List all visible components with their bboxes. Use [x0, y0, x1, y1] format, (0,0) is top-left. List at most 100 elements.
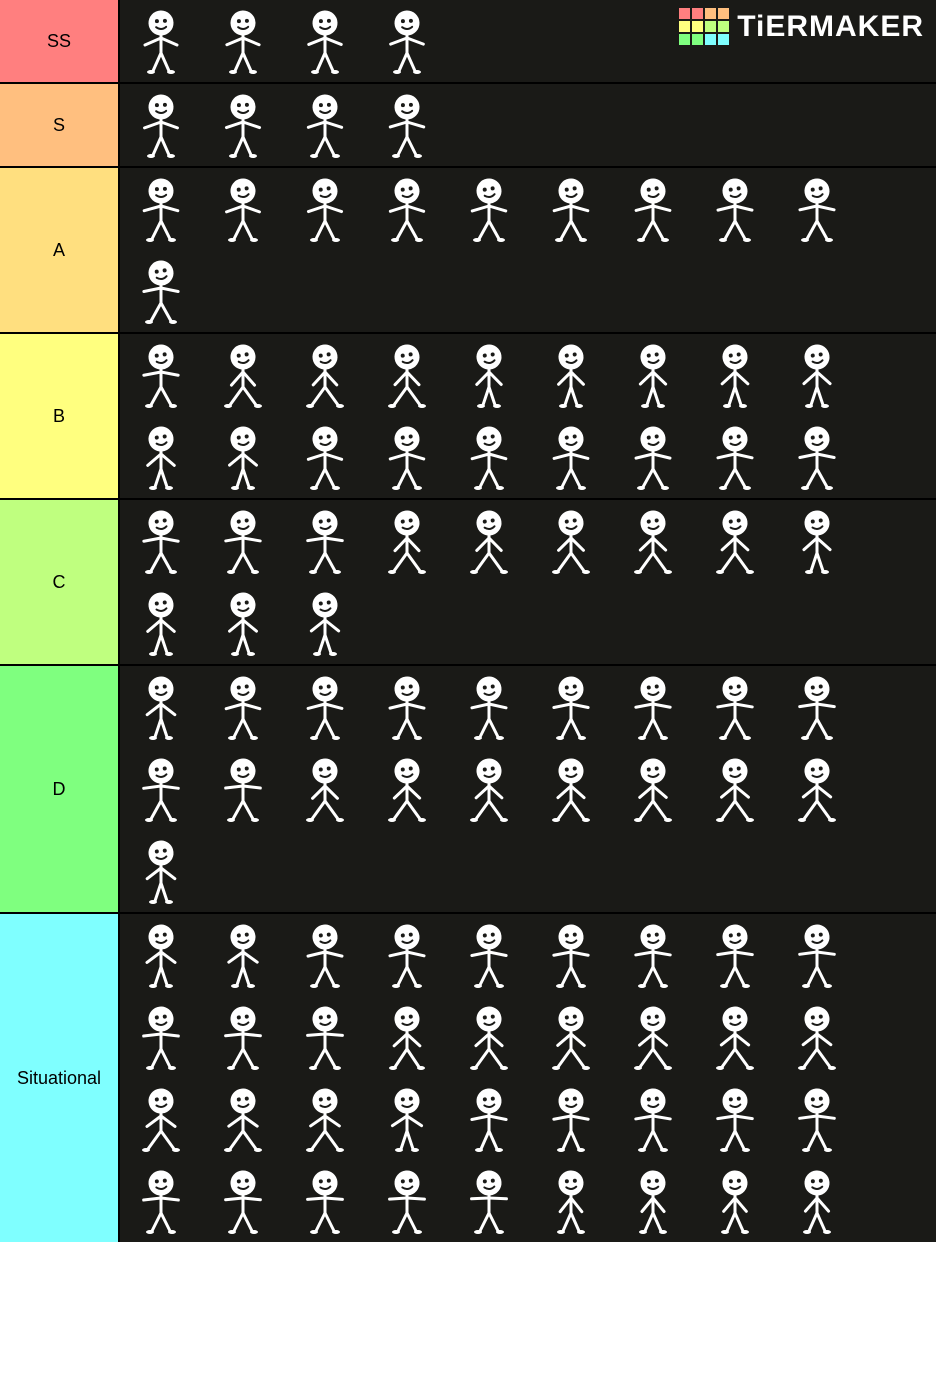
tier-item[interactable]: [121, 1161, 201, 1241]
tier-item[interactable]: [449, 335, 529, 415]
tier-label[interactable]: S: [0, 84, 120, 166]
tier-item[interactable]: [695, 667, 775, 747]
tier-item[interactable]: [449, 501, 529, 581]
tier-item[interactable]: [777, 417, 857, 497]
tier-item[interactable]: [121, 169, 201, 249]
tier-item[interactable]: [449, 169, 529, 249]
tier-items-container[interactable]: [120, 666, 936, 912]
tier-items-container[interactable]: [120, 500, 936, 664]
tier-item[interactable]: [695, 169, 775, 249]
tier-label[interactable]: C: [0, 500, 120, 664]
tier-item[interactable]: [285, 1161, 365, 1241]
tier-item[interactable]: [531, 997, 611, 1077]
tier-item[interactable]: [367, 85, 447, 165]
tier-item[interactable]: [121, 417, 201, 497]
tier-item[interactable]: [203, 583, 283, 663]
tier-item[interactable]: [777, 997, 857, 1077]
tier-item[interactable]: [449, 1161, 529, 1241]
tier-items-container[interactable]: [120, 168, 936, 332]
tier-item[interactable]: [367, 1079, 447, 1159]
tier-item[interactable]: [613, 335, 693, 415]
tier-label[interactable]: D: [0, 666, 120, 912]
tier-item[interactable]: [613, 169, 693, 249]
tier-item[interactable]: [613, 1161, 693, 1241]
tier-item[interactable]: [777, 1161, 857, 1241]
tier-item[interactable]: [285, 1079, 365, 1159]
tier-item[interactable]: [449, 997, 529, 1077]
tier-item[interactable]: [531, 667, 611, 747]
tier-item[interactable]: [367, 749, 447, 829]
tier-item[interactable]: [203, 749, 283, 829]
tier-item[interactable]: [695, 915, 775, 995]
tier-item[interactable]: [695, 1161, 775, 1241]
tier-item[interactable]: [449, 667, 529, 747]
tier-item[interactable]: [285, 335, 365, 415]
tier-item[interactable]: [695, 997, 775, 1077]
tier-item[interactable]: [777, 169, 857, 249]
tier-item[interactable]: [367, 169, 447, 249]
tier-item[interactable]: [777, 335, 857, 415]
tier-item[interactable]: [367, 667, 447, 747]
tier-item[interactable]: [203, 915, 283, 995]
tier-item[interactable]: [203, 667, 283, 747]
tier-item[interactable]: [777, 749, 857, 829]
tier-item[interactable]: [449, 417, 529, 497]
tier-item[interactable]: [695, 749, 775, 829]
tier-item[interactable]: [531, 417, 611, 497]
tier-item[interactable]: [121, 335, 201, 415]
tier-item[interactable]: [531, 749, 611, 829]
tier-items-container[interactable]: [120, 334, 936, 498]
tier-item[interactable]: [367, 335, 447, 415]
tier-item[interactable]: [695, 335, 775, 415]
tier-item[interactable]: [121, 915, 201, 995]
tier-item[interactable]: [121, 1079, 201, 1159]
tier-item[interactable]: [613, 667, 693, 747]
tier-item[interactable]: [285, 1, 365, 81]
tier-item[interactable]: [367, 501, 447, 581]
tier-item[interactable]: [613, 749, 693, 829]
tier-item[interactable]: [203, 501, 283, 581]
tier-item[interactable]: [449, 915, 529, 995]
tier-item[interactable]: [121, 831, 201, 911]
tier-item[interactable]: [203, 1161, 283, 1241]
tier-item[interactable]: [203, 997, 283, 1077]
tier-item[interactable]: [367, 1161, 447, 1241]
tier-item[interactable]: [285, 85, 365, 165]
tier-label[interactable]: B: [0, 334, 120, 498]
tier-item[interactable]: [121, 251, 201, 331]
tier-item[interactable]: [695, 1079, 775, 1159]
tier-item[interactable]: [285, 501, 365, 581]
tier-item[interactable]: [777, 1079, 857, 1159]
tier-item[interactable]: [285, 583, 365, 663]
tier-item[interactable]: [203, 169, 283, 249]
tier-items-container[interactable]: [120, 914, 936, 1242]
tier-item[interactable]: [531, 1161, 611, 1241]
tier-items-container[interactable]: [120, 84, 936, 166]
tier-item[interactable]: [203, 85, 283, 165]
tier-item[interactable]: [203, 417, 283, 497]
tier-item[interactable]: [121, 1, 201, 81]
tier-item[interactable]: [203, 1079, 283, 1159]
tier-item[interactable]: [531, 915, 611, 995]
tier-item[interactable]: [613, 1079, 693, 1159]
tier-item[interactable]: [121, 997, 201, 1077]
tier-item[interactable]: [285, 749, 365, 829]
tier-item[interactable]: [777, 915, 857, 995]
tier-item[interactable]: [613, 417, 693, 497]
tier-label[interactable]: A: [0, 168, 120, 332]
tier-item[interactable]: [613, 997, 693, 1077]
tier-item[interactable]: [203, 1, 283, 81]
tier-item[interactable]: [367, 417, 447, 497]
tier-item[interactable]: [121, 501, 201, 581]
tier-item[interactable]: [121, 749, 201, 829]
tier-label[interactable]: Situational: [0, 914, 120, 1242]
tier-item[interactable]: [777, 501, 857, 581]
tier-item[interactable]: [531, 501, 611, 581]
tier-item[interactable]: [121, 667, 201, 747]
tier-item[interactable]: [695, 417, 775, 497]
tier-item[interactable]: [285, 915, 365, 995]
tier-item[interactable]: [285, 997, 365, 1077]
tier-item[interactable]: [203, 335, 283, 415]
tier-item[interactable]: [285, 169, 365, 249]
tier-item[interactable]: [613, 501, 693, 581]
